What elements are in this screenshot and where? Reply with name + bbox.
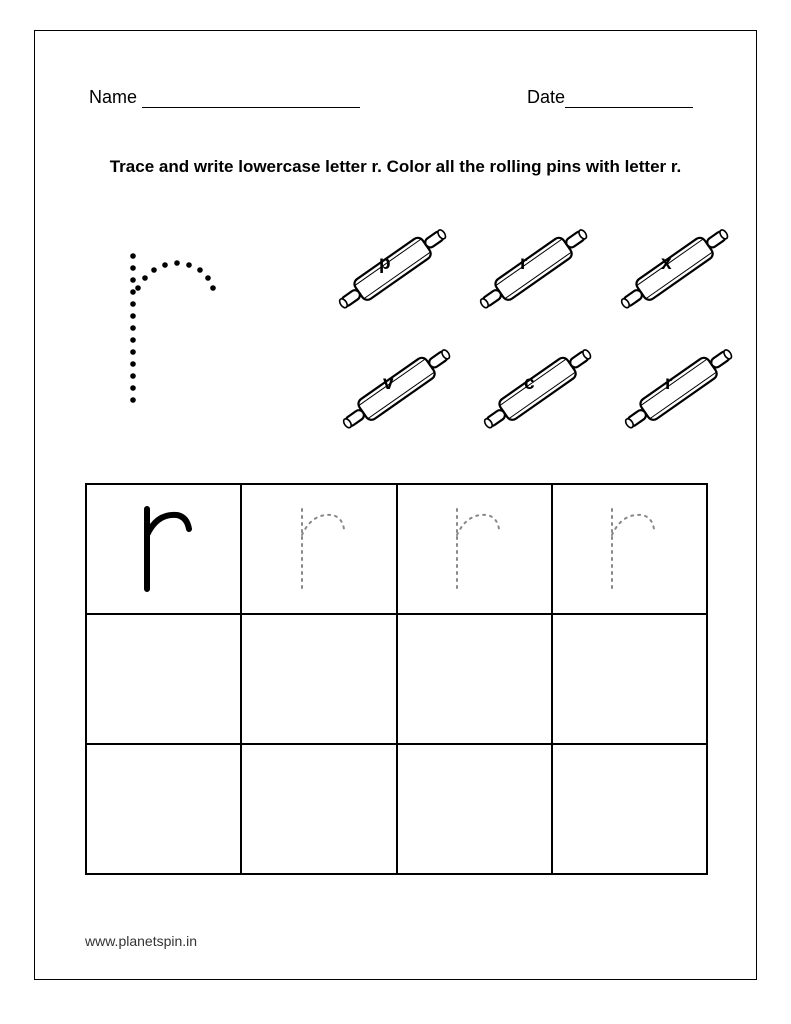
- date-blank-line[interactable]: [565, 94, 693, 108]
- grid-cell[interactable]: [86, 614, 241, 744]
- name-blank-line[interactable]: [142, 94, 360, 108]
- grid-cell[interactable]: [552, 614, 707, 744]
- rolling-pins-group: p r x v c: [325, 205, 735, 445]
- letter-r-dotted: [439, 499, 509, 599]
- grid-cell[interactable]: [86, 484, 241, 614]
- pin-letter: x: [661, 253, 672, 275]
- grid-cell[interactable]: [241, 614, 396, 744]
- name-label: Name: [89, 87, 137, 107]
- pin-letter: r: [520, 253, 527, 275]
- date-field: Date: [527, 87, 693, 108]
- letter-r-solid: [129, 499, 199, 599]
- instruction-text: Trace and write lowercase letter r. Colo…: [35, 157, 756, 177]
- practice-grid: [85, 483, 708, 875]
- grid-cell[interactable]: [86, 744, 241, 874]
- grid-cell[interactable]: [397, 614, 552, 744]
- grid-cell[interactable]: [397, 484, 552, 614]
- grid-cell[interactable]: [552, 744, 707, 874]
- grid-cell[interactable]: [397, 744, 552, 874]
- activity-area: p r x v c: [85, 211, 708, 471]
- rolling-pin[interactable]: x: [607, 205, 742, 331]
- pin-letter: c: [524, 373, 535, 395]
- rolling-pin[interactable]: p: [325, 205, 460, 331]
- footer-url: www.planetspin.in: [85, 933, 197, 949]
- pin-letter: p: [379, 253, 391, 275]
- date-label: Date: [527, 87, 565, 107]
- name-field: Name: [89, 87, 360, 108]
- pin-row-1: p r x: [325, 205, 735, 331]
- grid-cell[interactable]: [241, 744, 396, 874]
- worksheet-page: Name Date Trace and write lowercase lett…: [34, 30, 757, 980]
- pin-letter: v: [383, 373, 394, 395]
- rolling-pin[interactable]: r: [611, 325, 746, 451]
- rolling-pin[interactable]: c: [470, 325, 605, 451]
- rolling-pin[interactable]: r: [466, 205, 601, 331]
- grid-cell[interactable]: [552, 484, 707, 614]
- pin-letter: r: [665, 373, 672, 395]
- rolling-pin[interactable]: v: [329, 325, 464, 451]
- grid-cell[interactable]: [241, 484, 396, 614]
- pin-row-2: v c r: [329, 325, 735, 451]
- large-trace-letter: [105, 241, 235, 416]
- letter-r-dotted: [594, 499, 664, 599]
- letter-r-dotted: [284, 499, 354, 599]
